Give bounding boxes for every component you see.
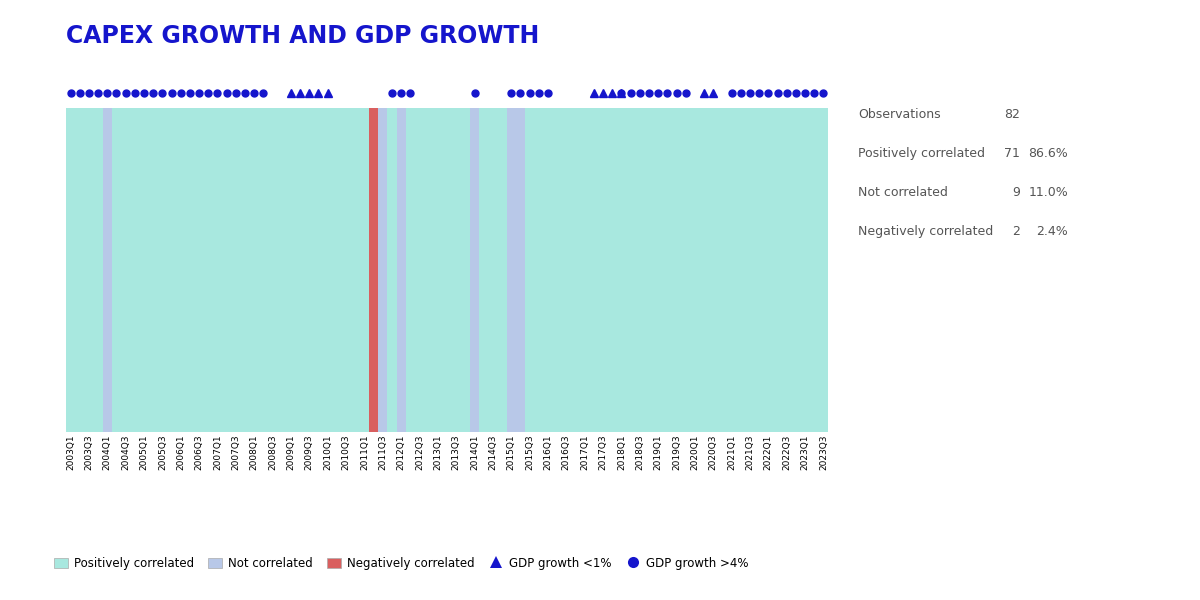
Bar: [800, 108, 810, 432]
Bar: [350, 108, 360, 432]
Bar: [232, 108, 240, 432]
Bar: [84, 108, 94, 432]
Bar: [580, 108, 589, 432]
Bar: [736, 108, 745, 432]
Bar: [506, 108, 516, 432]
Bar: [727, 108, 736, 432]
Bar: [415, 108, 424, 432]
Bar: [139, 108, 149, 432]
Bar: [791, 108, 800, 432]
Text: 86.6%: 86.6%: [1028, 147, 1068, 160]
Bar: [773, 108, 782, 432]
Text: 2: 2: [1012, 225, 1020, 238]
Bar: [194, 108, 204, 432]
Bar: [388, 108, 396, 432]
Text: 82: 82: [1004, 108, 1020, 121]
Bar: [342, 108, 350, 432]
Bar: [818, 108, 828, 432]
Bar: [516, 108, 526, 432]
Bar: [763, 108, 773, 432]
Bar: [479, 108, 488, 432]
Legend: Positively correlated, Not correlated, Negatively correlated, GDP growth <1%, GD: Positively correlated, Not correlated, N…: [54, 557, 749, 570]
Bar: [488, 108, 498, 432]
Bar: [94, 108, 103, 432]
Bar: [176, 108, 185, 432]
Bar: [314, 108, 323, 432]
Bar: [360, 108, 368, 432]
Bar: [131, 108, 139, 432]
Text: 2.4%: 2.4%: [1037, 225, 1068, 238]
Bar: [212, 108, 222, 432]
Bar: [617, 108, 626, 432]
Bar: [635, 108, 644, 432]
Bar: [204, 108, 212, 432]
Bar: [589, 108, 599, 432]
Bar: [526, 108, 534, 432]
Bar: [607, 108, 617, 432]
Bar: [443, 108, 451, 432]
Bar: [305, 108, 314, 432]
Text: 9: 9: [1012, 186, 1020, 199]
Bar: [240, 108, 250, 432]
Bar: [103, 108, 112, 432]
Bar: [451, 108, 461, 432]
Bar: [745, 108, 755, 432]
Bar: [112, 108, 121, 432]
Bar: [121, 108, 131, 432]
Bar: [544, 108, 552, 432]
Bar: [644, 108, 654, 432]
Bar: [287, 108, 295, 432]
Text: Not correlated: Not correlated: [858, 186, 948, 199]
Bar: [66, 108, 76, 432]
Text: Observations: Observations: [858, 108, 941, 121]
Bar: [534, 108, 544, 432]
Bar: [599, 108, 607, 432]
Bar: [552, 108, 562, 432]
Bar: [470, 108, 479, 432]
Bar: [498, 108, 506, 432]
Bar: [810, 108, 818, 432]
Bar: [700, 108, 709, 432]
Bar: [76, 108, 84, 432]
Bar: [690, 108, 700, 432]
Bar: [222, 108, 232, 432]
Bar: [378, 108, 388, 432]
Bar: [323, 108, 332, 432]
Bar: [718, 108, 727, 432]
Bar: [424, 108, 433, 432]
Bar: [626, 108, 635, 432]
Bar: [654, 108, 662, 432]
Bar: [185, 108, 194, 432]
Bar: [149, 108, 158, 432]
Text: Negatively correlated: Negatively correlated: [858, 225, 994, 238]
Bar: [562, 108, 571, 432]
Text: 11.0%: 11.0%: [1028, 186, 1068, 199]
Bar: [295, 108, 305, 432]
Bar: [250, 108, 259, 432]
Bar: [332, 108, 342, 432]
Bar: [277, 108, 287, 432]
Bar: [368, 108, 378, 432]
Text: Positively correlated: Positively correlated: [858, 147, 985, 160]
Bar: [158, 108, 167, 432]
Bar: [755, 108, 763, 432]
Text: CAPEX GROWTH AND GDP GROWTH: CAPEX GROWTH AND GDP GROWTH: [66, 24, 539, 48]
Bar: [662, 108, 672, 432]
Bar: [682, 108, 690, 432]
Bar: [406, 108, 415, 432]
Bar: [461, 108, 470, 432]
Bar: [268, 108, 277, 432]
Bar: [709, 108, 718, 432]
Text: 71: 71: [1004, 147, 1020, 160]
Bar: [396, 108, 406, 432]
Bar: [259, 108, 268, 432]
Bar: [782, 108, 791, 432]
Bar: [571, 108, 580, 432]
Bar: [672, 108, 682, 432]
Bar: [167, 108, 176, 432]
Bar: [433, 108, 443, 432]
